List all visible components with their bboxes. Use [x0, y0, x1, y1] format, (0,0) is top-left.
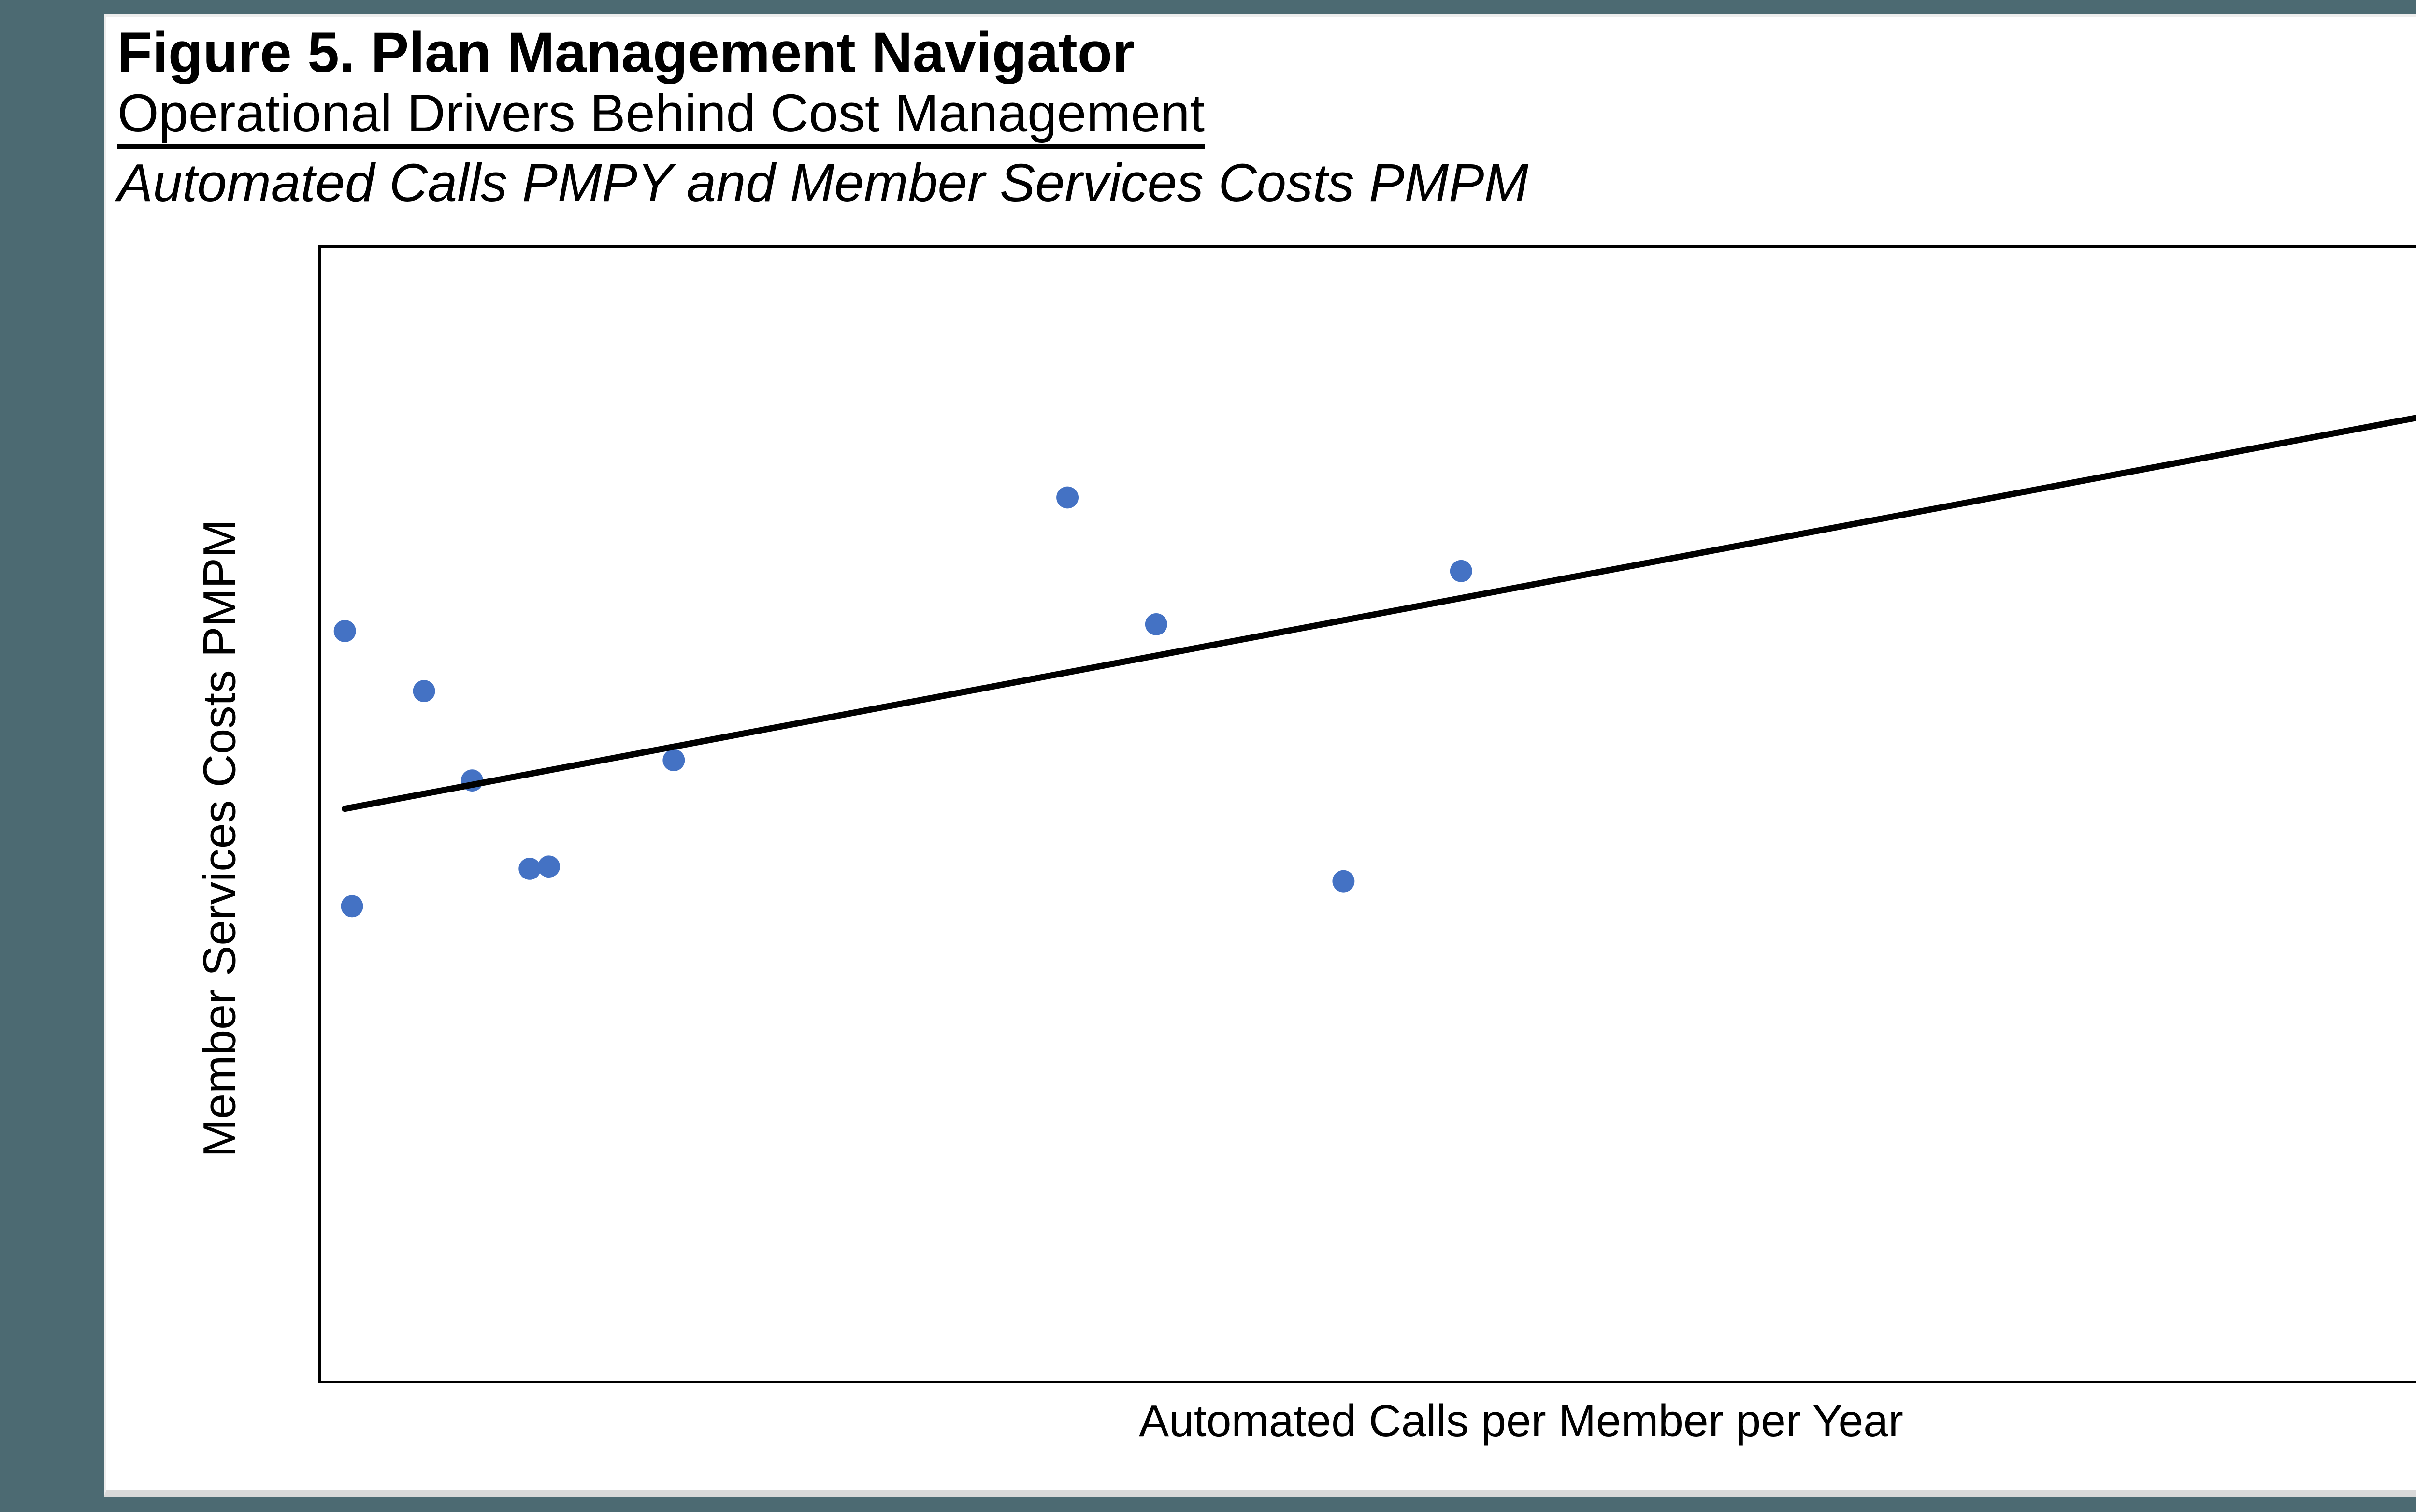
- scatter-svg: [333, 415, 2416, 918]
- plot-area: [318, 245, 2416, 1383]
- data-point: [1332, 870, 1355, 893]
- data-point: [1145, 613, 1167, 635]
- x-axis-title: Automated Calls per Member per Year: [1139, 1396, 1903, 1446]
- data-point: [333, 620, 356, 642]
- data-point: [538, 855, 560, 878]
- y-axis-title: Member Services Costs PMPM: [194, 519, 245, 1157]
- data-point: [1450, 560, 1472, 582]
- data-point: [662, 749, 685, 771]
- data-point: [341, 895, 363, 918]
- report-page: Figure 5. Plan Management Navigator Oper…: [104, 14, 2416, 1497]
- figure-series-line: Automated Calls PMPY and Member Services…: [117, 153, 1529, 213]
- figure-subtitle: Operational Drivers Behind Cost Manageme…: [117, 85, 1205, 149]
- data-point: [413, 680, 435, 702]
- figure-subtitle-text: Operational Drivers Behind Cost Manageme…: [117, 85, 1205, 149]
- figure-title: Figure 5. Plan Management Navigator: [117, 21, 1135, 85]
- trendline: [342, 415, 2416, 812]
- data-point: [518, 858, 541, 880]
- data-point: [1056, 486, 1079, 509]
